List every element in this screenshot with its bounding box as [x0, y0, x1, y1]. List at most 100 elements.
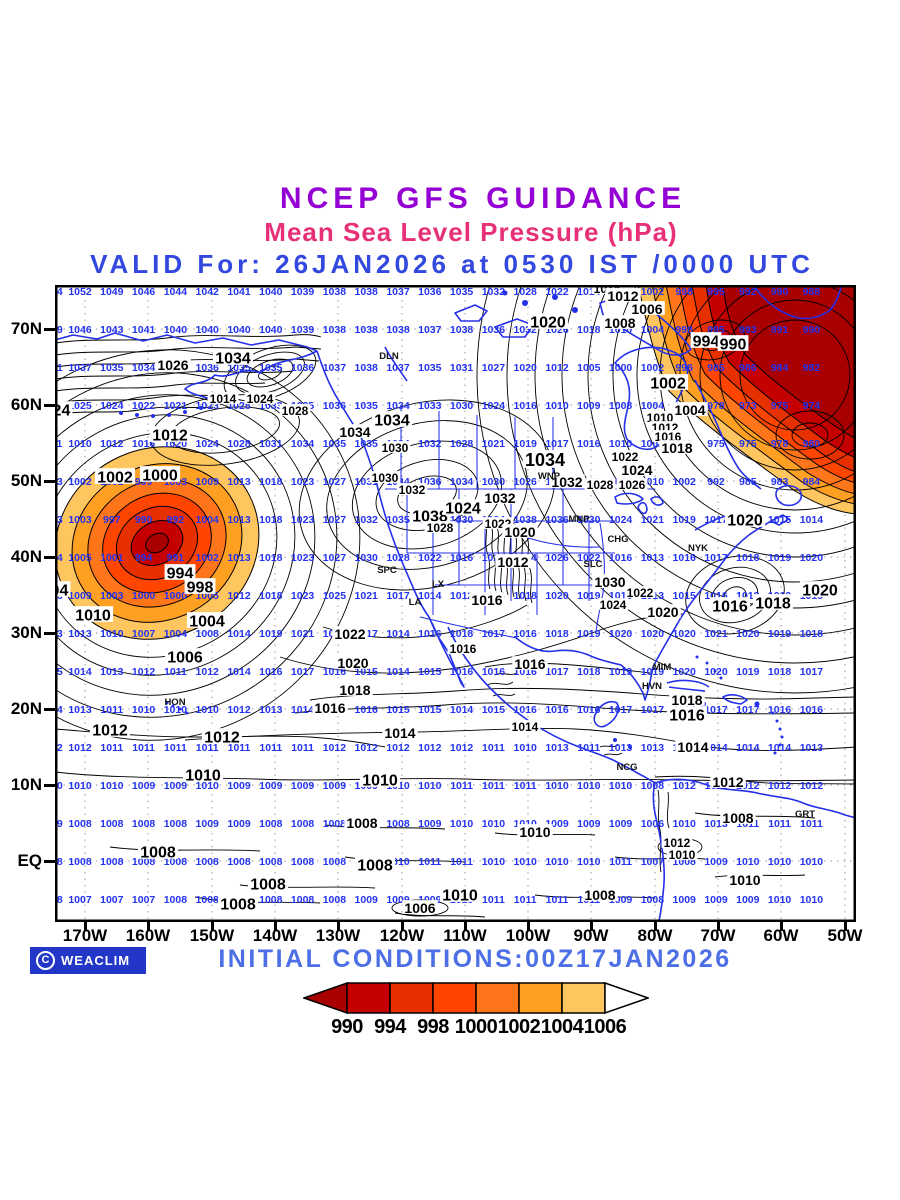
svg-text:1042: 1042: [196, 286, 220, 298]
svg-text:1008: 1008: [641, 780, 665, 792]
lat-tick: [44, 632, 55, 635]
svg-text:1015: 1015: [355, 666, 379, 678]
svg-text:MIM: MIM: [653, 662, 672, 673]
svg-text:1008: 1008: [196, 894, 220, 906]
svg-text:1010: 1010: [132, 704, 156, 716]
svg-text:1008: 1008: [609, 400, 633, 412]
svg-text:991: 991: [771, 324, 789, 336]
svg-text:1043: 1043: [100, 324, 124, 336]
svg-text:1014: 1014: [386, 628, 410, 640]
svg-text:1030: 1030: [450, 400, 474, 412]
svg-text:1012: 1012: [800, 780, 824, 792]
svg-text:998: 998: [187, 579, 214, 596]
svg-text:996: 996: [675, 362, 693, 374]
svg-text:1016: 1016: [450, 666, 474, 678]
svg-text:994: 994: [693, 333, 720, 350]
svg-text:1011: 1011: [514, 780, 537, 792]
map-plot: 1054105210491046104410421041104010391038…: [0, 56, 900, 922]
svg-text:1035: 1035: [355, 400, 379, 412]
svg-text:SPC: SPC: [377, 565, 397, 576]
svg-text:1014: 1014: [768, 742, 792, 754]
svg-text:1020: 1020: [647, 604, 678, 620]
svg-text:1009: 1009: [227, 780, 251, 792]
svg-text:1012: 1012: [100, 438, 124, 450]
svg-text:1027: 1027: [323, 552, 347, 564]
svg-text:1014: 1014: [677, 739, 708, 755]
svg-text:974: 974: [803, 400, 821, 412]
svg-text:1034: 1034: [525, 450, 565, 470]
svg-text:1036: 1036: [545, 514, 569, 526]
page-title: NCEP GFS GUIDANCE: [279, 182, 687, 215]
svg-text:975: 975: [771, 400, 789, 412]
svg-text:1018: 1018: [736, 552, 760, 564]
svg-text:1020: 1020: [530, 314, 566, 331]
svg-text:NCG: NCG: [616, 762, 637, 773]
svg-text:1012: 1012: [673, 780, 697, 792]
svg-text:993: 993: [739, 324, 757, 336]
svg-text:992: 992: [167, 514, 185, 526]
svg-text:1030: 1030: [372, 471, 399, 485]
svg-text:1021: 1021: [704, 628, 728, 640]
svg-text:1005: 1005: [577, 362, 601, 374]
svg-text:1018: 1018: [661, 440, 692, 456]
svg-text:1038: 1038: [323, 286, 347, 298]
svg-text:992: 992: [707, 476, 725, 488]
svg-text:1012: 1012: [450, 590, 474, 602]
svg-text:1013: 1013: [259, 704, 283, 716]
weaclim-logo: C WEACLIM: [30, 947, 146, 974]
svg-text:1010: 1010: [442, 887, 478, 904]
svg-text:1013: 1013: [100, 666, 124, 678]
svg-text:1028: 1028: [587, 478, 614, 492]
svg-text:1011: 1011: [609, 856, 632, 868]
svg-text:1021: 1021: [291, 628, 315, 640]
svg-text:975: 975: [739, 438, 757, 450]
svg-text:1035: 1035: [227, 362, 251, 374]
svg-text:1011: 1011: [450, 856, 473, 868]
svg-text:1038: 1038: [450, 324, 474, 336]
svg-text:1035: 1035: [323, 438, 347, 450]
svg-text:992: 992: [739, 286, 757, 298]
svg-text:1025: 1025: [68, 400, 92, 412]
svg-text:1012: 1012: [712, 774, 743, 790]
svg-text:1013: 1013: [609, 742, 633, 754]
svg-text:1016: 1016: [259, 666, 283, 678]
svg-text:1021: 1021: [164, 400, 188, 412]
svg-text:1021: 1021: [641, 514, 665, 526]
svg-text:1037: 1037: [386, 286, 410, 298]
svg-text:1015: 1015: [386, 704, 410, 716]
colorbar-tick-1002: 1002: [497, 1016, 541, 1038]
svg-text:1018: 1018: [450, 628, 474, 640]
svg-text:1018: 1018: [671, 692, 702, 708]
svg-text:WNP: WNP: [538, 471, 561, 482]
svg-text:1032: 1032: [399, 483, 426, 497]
lon-tick: [590, 922, 593, 931]
svg-text:HON: HON: [164, 697, 185, 708]
lat-tick: [44, 784, 55, 787]
svg-text:1002: 1002: [641, 362, 665, 374]
svg-text:1013: 1013: [227, 476, 251, 488]
lat-label-20N: 20N: [10, 699, 42, 718]
svg-text:1016: 1016: [132, 438, 156, 450]
svg-text:1000: 1000: [142, 467, 178, 484]
svg-text:994: 994: [135, 552, 153, 564]
lon-tick: [527, 922, 530, 931]
svg-text:983: 983: [771, 476, 789, 488]
svg-text:SLC: SLC: [584, 559, 603, 570]
pressure-map-canvas: 1054105210491046104410421041104010391038…: [0, 56, 900, 922]
svg-text:1026: 1026: [514, 476, 538, 488]
svg-text:1034: 1034: [215, 350, 251, 367]
lat-label-70N: 70N: [10, 319, 42, 338]
svg-text:1027: 1027: [323, 476, 347, 488]
svg-text:1018: 1018: [577, 666, 601, 678]
lon-tick: [84, 922, 87, 931]
svg-text:1016: 1016: [514, 704, 538, 716]
svg-text:1012: 1012: [768, 780, 792, 792]
svg-text:985: 985: [739, 476, 757, 488]
svg-text:1024: 1024: [600, 598, 627, 612]
svg-text:1036: 1036: [291, 362, 315, 374]
svg-text:1013: 1013: [545, 742, 569, 754]
svg-text:1006: 1006: [641, 818, 665, 830]
svg-text:1030: 1030: [450, 514, 474, 526]
svg-text:1019: 1019: [673, 514, 697, 526]
